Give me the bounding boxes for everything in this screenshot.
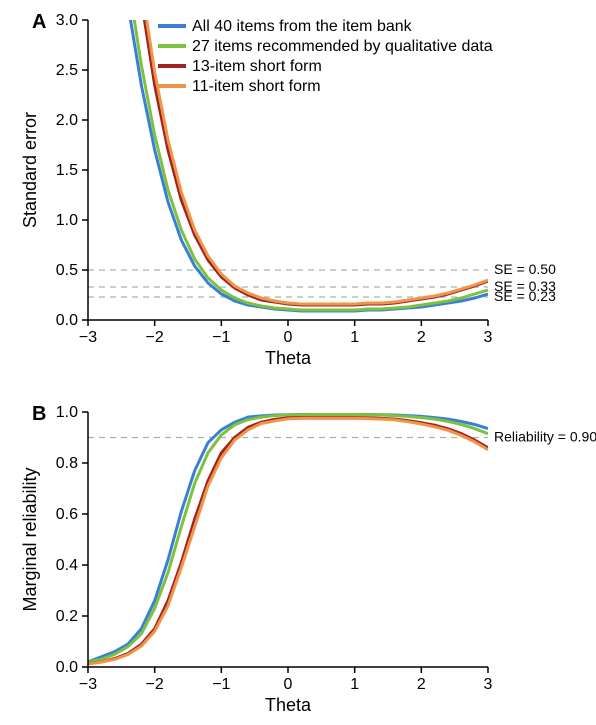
series-items13 bbox=[88, 418, 488, 664]
x-axis-title: Theta bbox=[265, 695, 312, 715]
series-all40 bbox=[88, 415, 488, 662]
series-items11 bbox=[88, 418, 488, 664]
y-tick-label: 1.0 bbox=[56, 404, 78, 421]
x-axis-title: Theta bbox=[265, 348, 312, 368]
panel-label: A bbox=[32, 11, 46, 33]
legend-label: 11-item short form bbox=[192, 78, 321, 95]
x-tick-label: 1 bbox=[350, 329, 359, 346]
x-tick-label: 1 bbox=[350, 676, 359, 693]
panel-A: SE = 0.50SE = 0.33SE = 0.23−3−2−101230.0… bbox=[20, 0, 556, 368]
y-tick-label: 0.5 bbox=[56, 262, 78, 279]
x-tick-label: 0 bbox=[284, 329, 293, 346]
legend-label: 13-item short form bbox=[192, 58, 322, 75]
y-tick-label: 0.4 bbox=[56, 557, 78, 574]
x-tick-label: −2 bbox=[146, 329, 164, 346]
panel-B: Reliability = 0.90 −3 −2 −1 0 1 2 3 0.0 0.2 0.4 0.6… bbox=[20, 403, 596, 715]
series-items27 bbox=[88, 415, 488, 662]
y-tick-label: 3.0 bbox=[56, 12, 78, 29]
y-tick-label: 0.0 bbox=[56, 312, 78, 329]
y-tick-label: 2.5 bbox=[56, 62, 78, 79]
y-tick-label: 2.0 bbox=[56, 112, 78, 129]
y-tick-label: 1.0 bbox=[56, 212, 78, 229]
x-tick-label: −1 bbox=[212, 329, 230, 346]
y-tick-label: 0.8 bbox=[56, 455, 78, 472]
y-axis-title: Standard error bbox=[20, 112, 40, 228]
y-tick-label: 0.2 bbox=[56, 608, 78, 625]
x-tick-label: 2 bbox=[417, 676, 426, 693]
y-axis-title: Marginal reliability bbox=[20, 467, 40, 611]
axis-frame bbox=[88, 412, 488, 667]
x-tick-label: −2 bbox=[146, 676, 164, 693]
figure-container: { "figure": { "width": 596, "height": 72… bbox=[0, 0, 596, 725]
x-tick-label: 2 bbox=[417, 329, 426, 346]
x-tick-label: 3 bbox=[484, 676, 493, 693]
legend-label: 27 items recommended by qualitative data bbox=[192, 38, 493, 55]
figure-svg: SE = 0.50SE = 0.33SE = 0.23−3−2−101230.0… bbox=[0, 0, 596, 725]
y-tick-label: 1.5 bbox=[56, 162, 78, 179]
x-tick-label: 0 bbox=[284, 676, 293, 693]
ref-label: Reliability = 0.90 bbox=[494, 429, 596, 445]
x-tick-label: −1 bbox=[212, 676, 230, 693]
x-tick-label: −3 bbox=[79, 676, 97, 693]
panel-label: B bbox=[32, 403, 46, 425]
y-tick-label: 0.6 bbox=[56, 506, 78, 523]
legend-label: All 40 items from the item bank bbox=[192, 18, 413, 35]
x-tick-label: 3 bbox=[484, 329, 493, 346]
ref-label: SE = 0.50 bbox=[494, 261, 556, 277]
x-tick-label: −3 bbox=[79, 329, 97, 346]
ref-label: SE = 0.23 bbox=[494, 288, 556, 304]
y-tick-label: 0.0 bbox=[56, 659, 78, 676]
